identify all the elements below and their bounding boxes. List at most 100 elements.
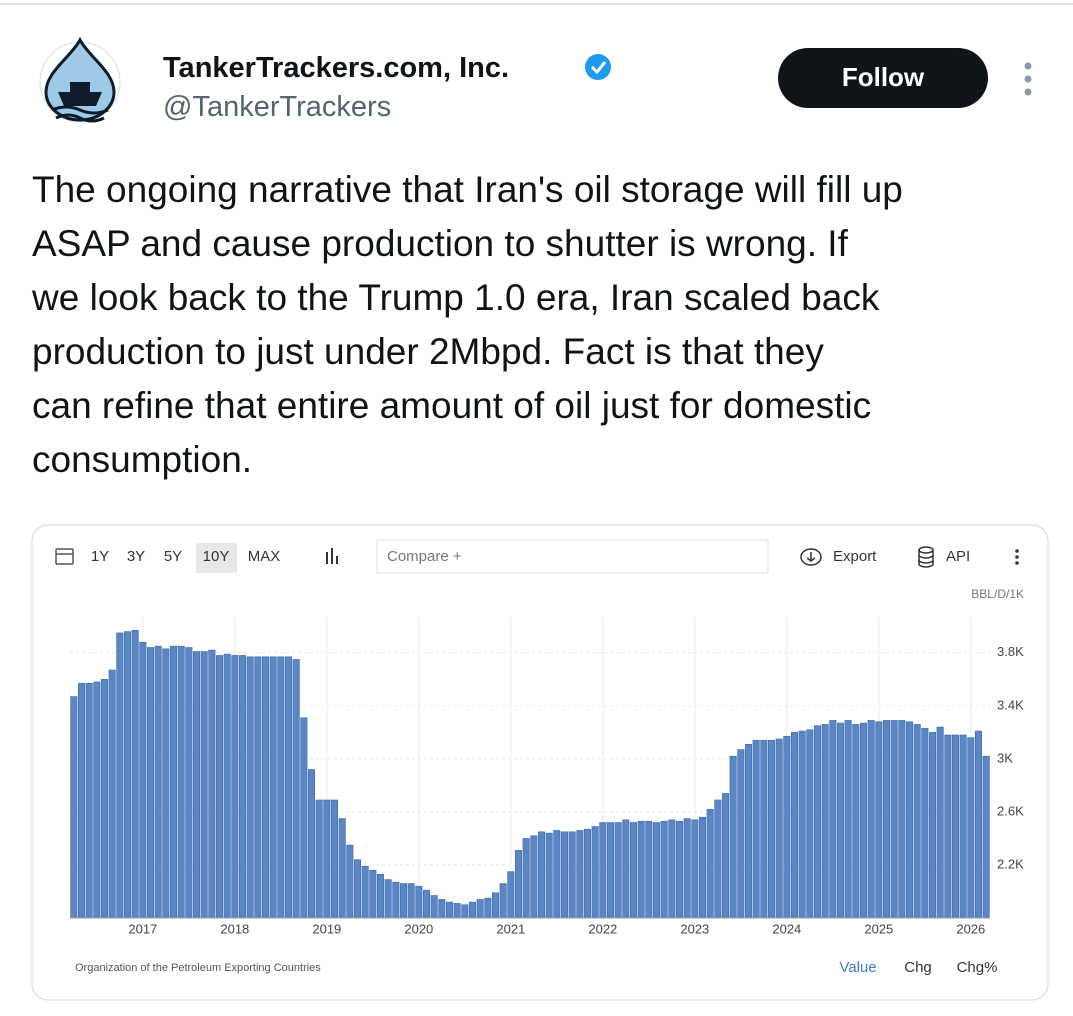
bar — [491, 892, 500, 919]
api-button[interactable]: API — [946, 548, 970, 565]
bar — [629, 822, 638, 919]
more-menu[interactable] — [1024, 62, 1032, 96]
view-button[interactable]: Value — [839, 959, 876, 976]
bar — [70, 696, 78, 919]
bar — [645, 820, 653, 919]
bar — [284, 656, 293, 919]
bar — [974, 730, 983, 919]
range-button[interactable]: 10Y — [203, 548, 230, 565]
bar — [399, 883, 408, 919]
bar — [100, 679, 109, 919]
bar — [461, 904, 469, 919]
x-tick-label: 2019 — [312, 921, 341, 936]
tweet-line: we look back to the Trump 1.0 era, Iran … — [31, 277, 880, 318]
api-icon[interactable] — [918, 546, 934, 568]
bar — [668, 819, 676, 919]
bar — [445, 901, 454, 919]
export-button[interactable]: Export — [833, 548, 877, 565]
author-handle[interactable]: @TankerTrackers — [163, 91, 391, 123]
bar — [675, 820, 684, 919]
bar — [576, 830, 584, 919]
export-icon[interactable] — [800, 548, 822, 566]
bar — [238, 655, 247, 919]
bar — [223, 653, 231, 919]
bar — [760, 740, 768, 919]
bar — [277, 656, 285, 919]
bar — [476, 899, 484, 919]
bar — [882, 720, 891, 919]
bar — [77, 682, 86, 919]
bar — [583, 828, 592, 919]
calendar-icon[interactable] — [55, 548, 74, 565]
bar — [691, 819, 699, 919]
bar — [622, 819, 630, 919]
bar — [729, 755, 737, 919]
bar — [154, 645, 162, 919]
bar — [591, 826, 599, 919]
bar — [683, 818, 691, 919]
bar — [177, 645, 185, 919]
bar — [162, 648, 170, 919]
bar — [254, 656, 262, 919]
tweet-line: ASAP and cause production to shutter is … — [32, 223, 849, 264]
bar — [737, 749, 745, 919]
bar — [637, 820, 645, 919]
range-button[interactable]: 5Y — [164, 548, 182, 565]
bar — [852, 724, 860, 919]
bar — [698, 816, 707, 919]
bar — [453, 903, 461, 919]
chart-menu[interactable] — [1015, 549, 1019, 565]
bar — [599, 822, 607, 919]
tweet-line: can refine that entire amount of oil jus… — [32, 385, 871, 426]
bar — [867, 720, 875, 919]
x-tick-label: 2018 — [220, 921, 249, 936]
bar — [292, 659, 300, 919]
bar — [146, 647, 155, 919]
bar — [407, 883, 415, 919]
bar — [300, 717, 308, 919]
chart-type-icon[interactable] — [326, 548, 338, 564]
bar — [131, 629, 139, 919]
bar — [959, 734, 967, 919]
bar — [813, 725, 822, 919]
bar — [346, 844, 354, 919]
bar — [614, 822, 622, 919]
tweet-line: The ongoing narrative that Iran's oil st… — [32, 169, 903, 210]
follow-label[interactable]: Follow — [842, 62, 925, 92]
range-selected — [196, 543, 237, 573]
bar — [116, 632, 124, 919]
view-button[interactable]: Chg% — [957, 959, 998, 976]
bar — [438, 899, 446, 919]
bar — [714, 799, 722, 919]
compare-input[interactable]: Compare + — [387, 548, 462, 565]
bar — [821, 724, 829, 919]
y-tick-label: 3K — [997, 750, 1013, 765]
plot: 2.2K 2.6K 3K 3.4K 3.8K 2017 2018 2019 2020 2021 20… — [70, 617, 1024, 936]
y-tick-label: 2.2K — [997, 856, 1024, 871]
view-button[interactable]: Chg — [904, 959, 932, 976]
bar — [353, 859, 362, 919]
bar — [139, 641, 147, 919]
tweet-text: The ongoing narrative that Iran's oil st… — [31, 169, 903, 480]
bar — [798, 730, 806, 919]
bar — [307, 769, 316, 919]
bar — [269, 656, 277, 919]
follow-button[interactable] — [778, 48, 988, 108]
avatar[interactable] — [39, 36, 121, 123]
bar — [376, 873, 385, 919]
author-name[interactable]: TankerTrackers.com, Inc. — [163, 52, 509, 84]
bar — [185, 647, 193, 919]
range-button[interactable]: MAX — [248, 548, 281, 565]
bar — [261, 656, 270, 919]
bar — [836, 722, 845, 919]
compare-box[interactable] — [376, 539, 769, 574]
range-button[interactable]: 3Y — [127, 548, 145, 565]
bar — [721, 793, 730, 919]
range-button[interactable]: 1Y — [91, 548, 109, 565]
bar — [514, 850, 523, 919]
bar — [208, 649, 216, 919]
bar — [844, 720, 852, 919]
bar — [123, 631, 132, 919]
bar — [468, 901, 477, 919]
